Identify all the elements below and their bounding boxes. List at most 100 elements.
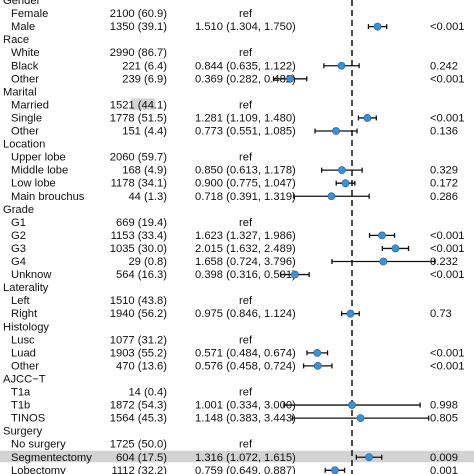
row-label: White <box>11 47 40 59</box>
row-hr-ref: ref <box>239 217 253 229</box>
row-hr: 0.576 (0.458, 0.724) <box>195 360 296 372</box>
row-hr-ref: ref <box>239 99 253 111</box>
row-hr: 1.316 (1.072, 1.615) <box>195 452 296 464</box>
row-count: 1564 (45.3) <box>110 413 167 425</box>
row-hr-ref: ref <box>239 8 253 20</box>
row-count: 2100 (60.9) <box>110 8 167 20</box>
row-count: 669 (19.4) <box>116 217 167 229</box>
row-label: TINOS <box>11 413 45 425</box>
row-count: 470 (13.6) <box>116 360 167 372</box>
row-count: 564 (16.3) <box>116 269 167 281</box>
row-label: Lusc <box>11 334 35 346</box>
row-hr: 0.571 (0.484, 0.674) <box>195 347 296 359</box>
hr-point <box>332 127 340 135</box>
row-label: Luad <box>11 347 36 359</box>
row-count: 1778 (51.5) <box>110 112 167 124</box>
row-count: 1178 (34.1) <box>111 178 168 190</box>
marks-layer <box>272 22 436 474</box>
row-p-value: 0.172 <box>430 178 458 190</box>
row-label: Low lobe <box>11 178 56 190</box>
hr-point <box>346 309 355 318</box>
row-label: Other <box>11 73 39 85</box>
row-hr: 0.369 (0.282, 0.482) <box>195 73 296 85</box>
row-count: 604 (17.5) <box>116 452 167 464</box>
group-heading: Location <box>3 139 45 151</box>
row-p-value: 0.136 <box>430 126 458 138</box>
row-count: 1077 (31.2) <box>110 334 167 346</box>
hr-point <box>363 114 372 122</box>
row-p-value: 0.998 <box>430 400 458 412</box>
row-label: Upper lobe <box>11 152 66 164</box>
row-hr-ref: ref <box>239 295 253 307</box>
hr-point <box>337 61 346 70</box>
hr-point <box>331 466 339 474</box>
row-hr: 0.718 (0.391, 1.319) <box>195 191 296 203</box>
row-count: 151 (4.4) <box>122 126 167 138</box>
hr-point <box>313 348 322 357</box>
row-count: 1725 (50.0) <box>110 439 167 451</box>
row-count: 221 (6.4) <box>122 60 167 72</box>
hr-point <box>378 231 386 240</box>
row-hr: 1.623 (1.327, 1.986) <box>195 230 296 242</box>
row-p-value: 0.232 <box>430 256 458 268</box>
row-count: 1903 (55.2) <box>110 347 167 359</box>
row-count: 1872 (54.3) <box>110 400 167 412</box>
row-label: Female <box>11 8 48 20</box>
row-hr: 0.850 (0.613, 1.178) <box>195 165 296 177</box>
hr-point <box>290 270 299 279</box>
row-p-value: <0.001 <box>430 73 465 85</box>
hr-point <box>373 22 382 31</box>
row-label: G1 <box>11 217 26 229</box>
row-label: Segmentectomy <box>11 452 92 464</box>
row-label: No surgery <box>11 439 66 451</box>
hr-point <box>379 257 388 266</box>
row-p-value: <0.001 <box>430 230 465 242</box>
row-p-value: 0.009 <box>430 452 458 464</box>
row-count: 14 (0.4) <box>128 387 167 399</box>
row-label: Right <box>11 308 38 320</box>
row-p-value: <0.001 <box>430 347 465 359</box>
row-label: Lobectomy <box>11 465 66 474</box>
row-label: T1a <box>11 387 31 399</box>
row-label: Main brouchus <box>11 191 85 203</box>
row-count: 1153 (33.4) <box>111 230 168 242</box>
hr-point <box>338 166 346 175</box>
row-hr: 1.658 (0.724, 3.796) <box>195 256 296 268</box>
row-p-value: 0.001 <box>430 465 458 474</box>
row-label: T1b <box>11 400 30 412</box>
row-hr: 0.398 (0.316, 0.501) <box>195 269 296 281</box>
row-count: 239 (6.9) <box>122 73 167 85</box>
row-label: Other <box>11 360 39 372</box>
row-hr: 1.510 (1.304, 1.750) <box>195 21 296 33</box>
group-heading: Race <box>3 34 29 46</box>
hr-point <box>341 179 350 188</box>
row-label: Other <box>11 126 39 138</box>
highlight-band <box>0 450 474 463</box>
row-hr: 1.281 (1.109, 1.480) <box>195 112 296 124</box>
row-p-value: <0.001 <box>430 269 465 281</box>
row-count: 2990 (86.7) <box>110 47 167 59</box>
group-heading: Gender <box>3 0 41 7</box>
row-p-value: 0.73 <box>430 308 452 320</box>
row-hr-ref: ref <box>239 47 253 59</box>
row-label: G4 <box>11 256 26 268</box>
row-count: 44 (1.3) <box>128 191 167 203</box>
row-count: 29 (0.8) <box>128 256 167 268</box>
row-p-value: 0.242 <box>430 60 458 72</box>
row-label: Male <box>11 21 35 33</box>
row-count: 168 (4.9) <box>122 165 167 177</box>
row-p-value: 0.805 <box>430 413 458 425</box>
hr-point <box>313 361 322 370</box>
row-hr: 1.148 (0.383, 3.443) <box>195 413 296 425</box>
hr-point <box>348 401 356 409</box>
hr-point <box>356 414 365 422</box>
row-hr: 0.773 (0.551, 1.085) <box>195 126 296 138</box>
row-label: Unknow <box>11 269 52 281</box>
row-label: Left <box>11 295 31 307</box>
highlight-band <box>131 98 155 110</box>
row-label: G3 <box>11 243 26 255</box>
row-hr-ref: ref <box>239 439 253 451</box>
row-label: Single <box>11 112 42 124</box>
row-hr: 1.001 (0.334, 3.000) <box>195 400 296 412</box>
